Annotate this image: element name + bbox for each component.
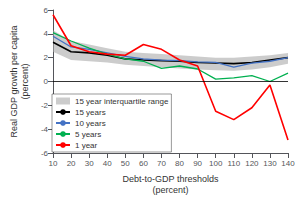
svg-text:5 years: 5 years: [75, 130, 101, 139]
svg-text:-4: -4: [41, 125, 49, 134]
svg-text:15 year interquartile range: 15 year interquartile range: [75, 97, 169, 106]
svg-text:120: 120: [245, 159, 259, 168]
svg-text:0: 0: [44, 77, 49, 86]
svg-text:130: 130: [263, 159, 277, 168]
svg-text:2: 2: [44, 53, 49, 62]
svg-text:-2: -2: [41, 101, 49, 110]
svg-text:30: 30: [85, 159, 94, 168]
svg-text:1 year: 1 year: [75, 141, 98, 150]
svg-text:80: 80: [175, 159, 184, 168]
svg-text:6: 6: [44, 6, 49, 15]
svg-text:50: 50: [121, 159, 130, 168]
svg-text:60: 60: [139, 159, 148, 168]
svg-text:15 years: 15 years: [75, 108, 106, 117]
svg-text:Real GDP growth per capita: Real GDP growth per capita: [9, 26, 19, 138]
svg-text:140: 140: [281, 159, 295, 168]
svg-text:(percent): (percent): [152, 185, 188, 195]
svg-text:10: 10: [49, 159, 58, 168]
svg-text:Debt-to-GDP thresholds: Debt-to-GDP thresholds: [123, 174, 219, 184]
svg-text:4: 4: [44, 29, 49, 38]
svg-text:10 years: 10 years: [75, 119, 106, 128]
svg-text:90: 90: [193, 159, 202, 168]
svg-text:-6: -6: [41, 149, 49, 158]
svg-text:110: 110: [227, 159, 240, 168]
svg-text:70: 70: [157, 159, 166, 168]
svg-text:40: 40: [103, 159, 112, 168]
svg-text:100: 100: [209, 159, 223, 168]
svg-text:(percent): (percent): [20, 63, 30, 99]
svg-text:20: 20: [67, 159, 76, 168]
